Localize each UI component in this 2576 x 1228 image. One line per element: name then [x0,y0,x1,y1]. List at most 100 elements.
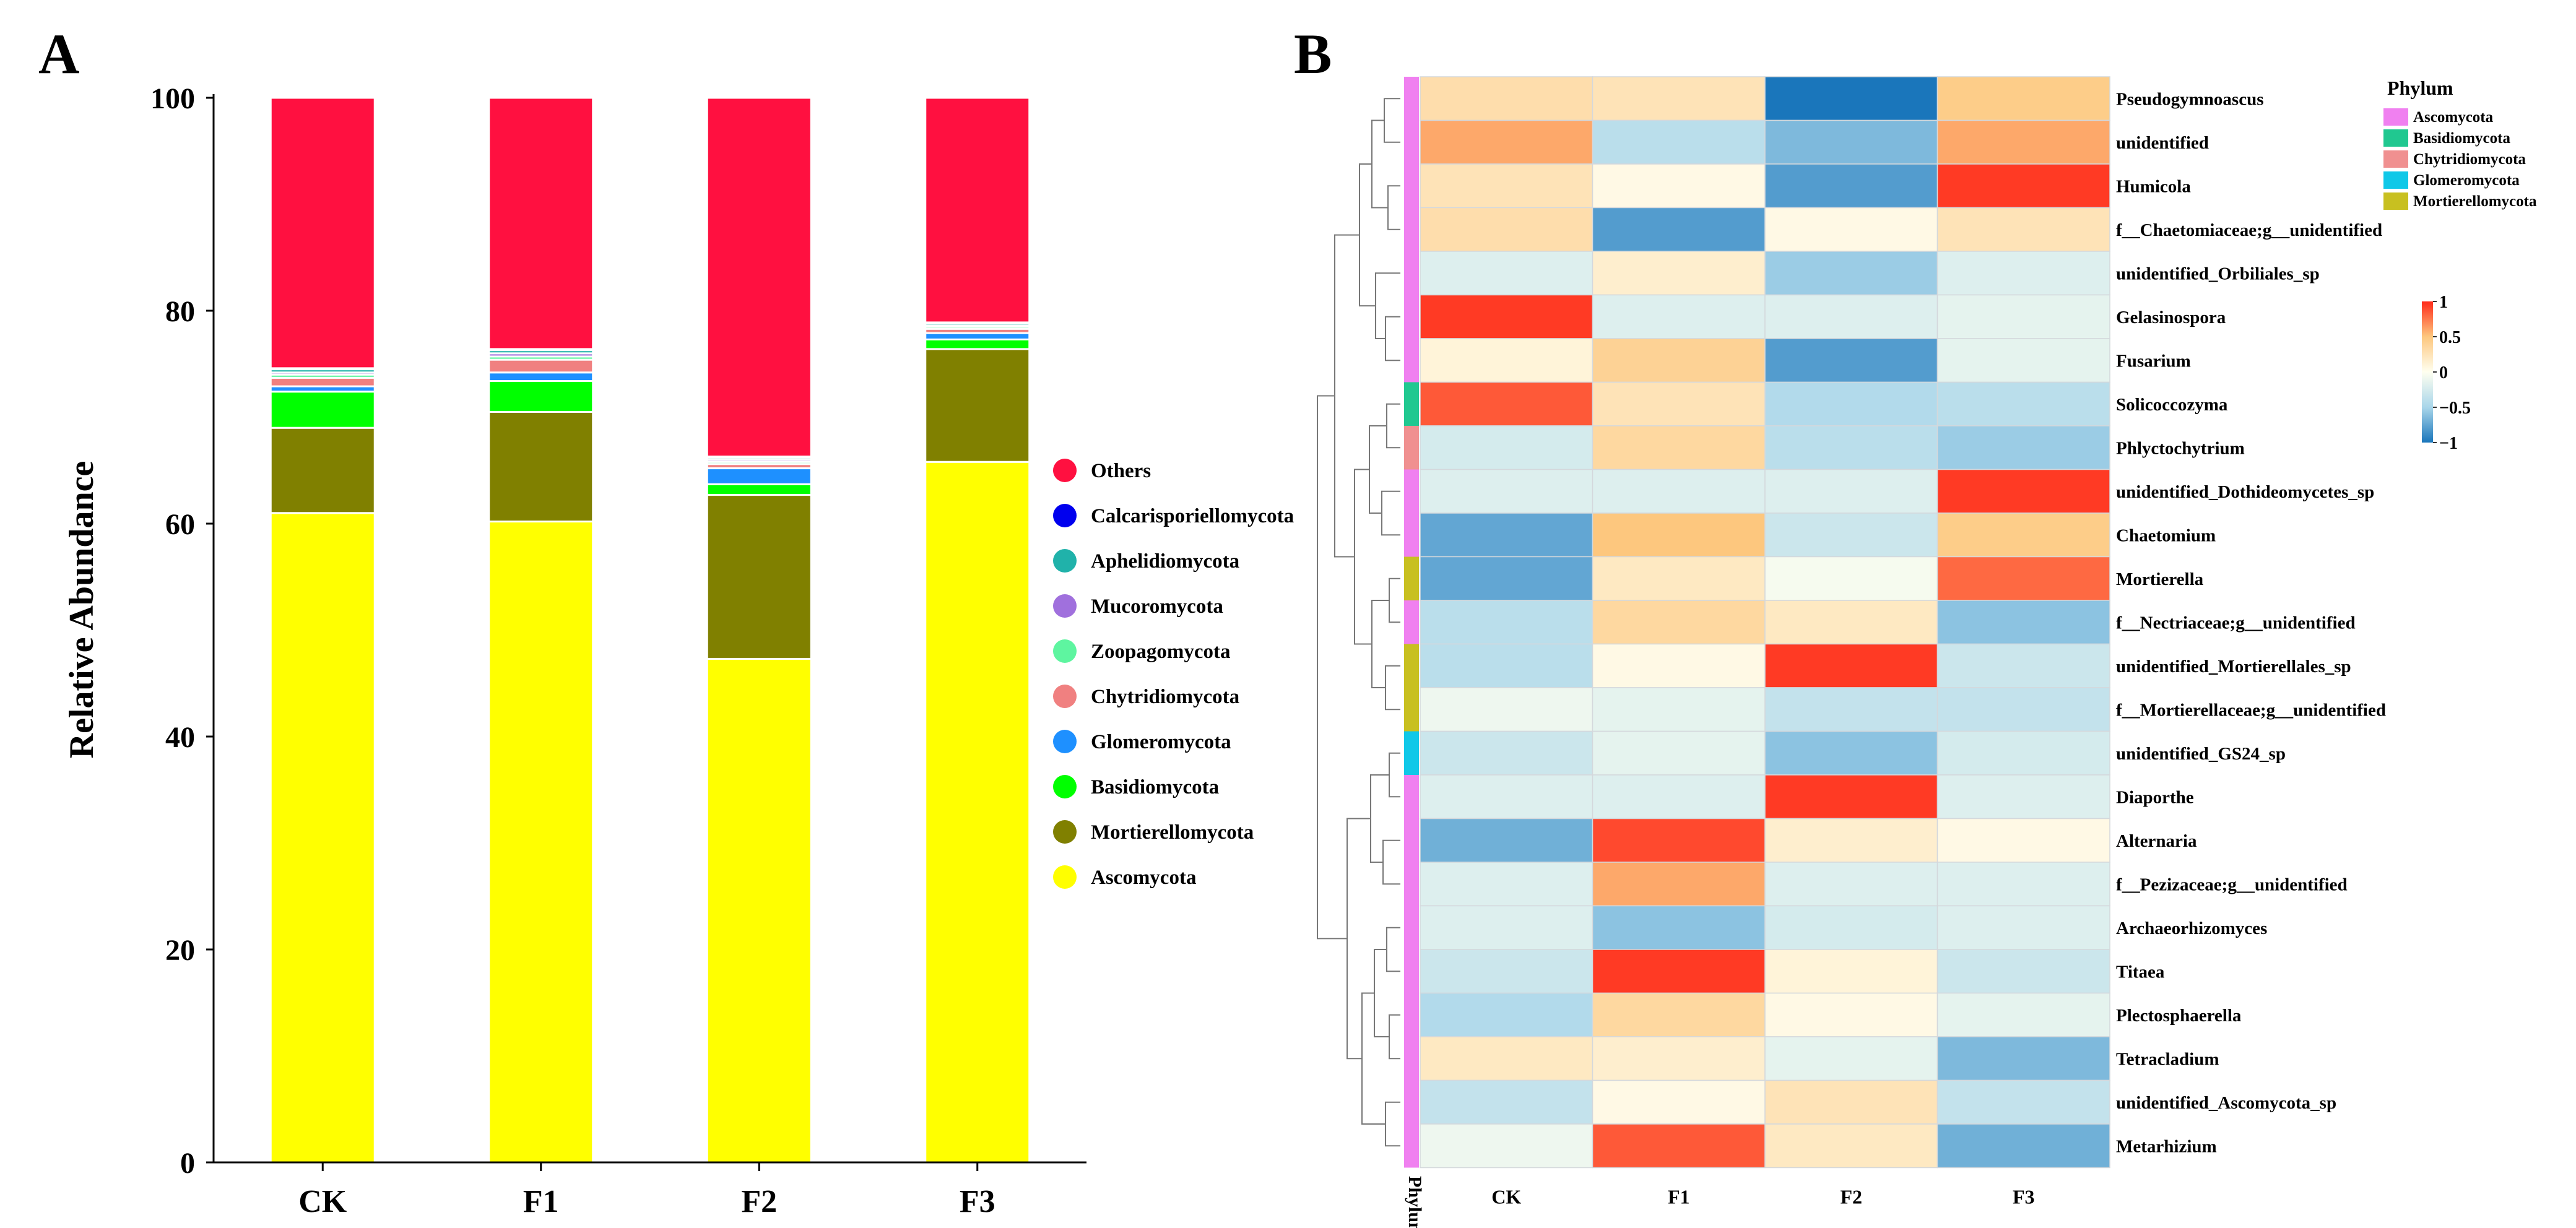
heatmap-cell-tetracladium-f2 [1764,1036,1938,1081]
heatmap-cell-unidentified-gs24-sp-f3 [1936,730,2110,776]
color-scale-label: −0.5 [2439,399,2471,418]
heatmap-cell-unidentified-dothideomycetes-sp-ck [1420,469,1594,514]
heatmap-cell-unidentified-gs24-sp-f1 [1592,730,1766,776]
heatmap-cell-titaea-ck [1420,949,1594,994]
legend-swatch-calcarisporiellomycota [1053,504,1077,527]
heatmap-cell-f-nectriaceae-g-unidentified-f1 [1592,600,1766,645]
panel-a-label: A [38,22,79,85]
row-label-gelasinospora: Gelasinospora [2116,308,2226,327]
bar-f1-chytridiomycota [488,358,594,374]
panel-b-label: B [1294,22,1332,85]
row-label-mortierella: Mortierella [2116,569,2204,589]
heatmap-cell-archaeorhizomyces-f1 [1592,905,1766,950]
heatmap-cell-phlyctochytrium-ck [1420,425,1594,470]
heatmap-cell-unidentified-mortierellales-sp-f3 [1936,643,2110,688]
row-label-unidentified-ascomycota-sp: unidentified_Ascomycota_sp [2116,1093,2336,1113]
heatmap-cell-humicola-f2 [1764,163,1938,209]
y-tick-label: 20 [165,934,195,967]
heatmap-cell-archaeorhizomyces-f2 [1764,905,1938,950]
color-scale-label: 0.5 [2439,328,2461,347]
legend-label-ascomycota: Ascomycota [1091,867,1196,889]
dendrogram-branch [1389,1014,1400,1060]
heatmap-cell-f-pezizaceae-g-unidentified-f1 [1592,862,1766,907]
heatmap-cell-unidentified-dothideomycetes-sp-f1 [1592,469,1766,514]
heatmap-cell-unidentified-f2 [1764,119,1938,165]
phylum-swatch-mortierellomycota [2383,192,2408,210]
phylum-cell-unidentified-dothideomycetes-sp [1404,469,1419,513]
phylum-cell-f-chaetomiaceae-g-unidentified [1404,207,1419,251]
legend-label-chytridiomycota: Chytridiomycota [1091,686,1239,708]
dendrogram-branch [1389,752,1400,798]
legend-swatch-ascomycota [1053,865,1077,889]
dendrogram-branch [1381,490,1400,536]
column-label-f1: F1 [1668,1186,1690,1208]
phylum-cell-unidentified-gs24-sp [1404,731,1419,775]
row-label-alternaria: Alternaria [2116,831,2197,851]
dendrogram-branch [1371,600,1389,688]
phylum-cell-unidentified [1404,120,1419,164]
dendrogram-branch [1347,818,1371,1060]
heatmap-cell-unidentified-mortierellales-sp-ck [1420,643,1594,688]
bar-f1-mortierellomycota [488,410,594,523]
bar-f3-glomeromycota [924,332,1031,340]
phylum-cell-mortierella [1404,556,1419,600]
heatmap-cell-unidentified-ascomycota-sp-f1 [1592,1079,1766,1125]
heatmap-cell-diaporthe-f2 [1764,774,1938,819]
heatmap-cell-f-chaetomiaceae-g-unidentified-ck [1420,207,1594,252]
dendrogram-branch [1389,577,1400,623]
heatmap-cell-pseudogymnoascus-f2 [1764,76,1938,121]
phylum-cell-f-mortierellaceae-g-unidentified [1404,688,1419,732]
heatmap-cell-plectosphaerella-f3 [1936,992,2110,1037]
phylum-cell-pseudogymnoascus [1404,77,1419,121]
bar-ck-basidiomycota [269,391,376,429]
legend-swatch-aphelidiomycota [1053,549,1077,573]
heatmap-cell-phlyctochytrium-f1 [1592,425,1766,470]
y-tick-label: 0 [180,1147,195,1180]
phylum-legend-title: Phylum [2387,77,2453,99]
phylum-annotation-strip [1404,77,1419,1168]
column-label-f3: F3 [2013,1186,2035,1208]
legend-swatch-mucoromycota [1053,594,1077,618]
bar-ck-chytridiomycota [269,376,376,387]
phylum-cell-metarhizium [1404,1124,1419,1168]
y-tick-label: 80 [165,295,195,328]
heatmap-cell-gelasinospora-f1 [1592,294,1766,339]
phylum-label-mortierellomycota: Mortierellomycota [2413,193,2537,210]
bar-chart-axes: 0 20 40 60 80 100 CK F1 F2 F3 [150,82,1086,1219]
heatmap-cell-diaporthe-f1 [1592,774,1766,819]
legend-swatch-others [1053,459,1077,482]
heatmap-cell-gelasinospora-ck [1420,294,1594,339]
heatmap-cell-humicola-f3 [1936,163,2110,209]
heatmap-cell-metarhizium-f2 [1764,1123,1938,1169]
heatmap-cell-alternaria-f2 [1764,818,1938,863]
heatmap-cell-plectosphaerella-ck [1420,992,1594,1037]
color-scale-legend: 1 0.5 0 −0.5 −1 [2422,293,2471,453]
heatmap-cell-f-nectriaceae-g-unidentified-ck [1420,600,1594,645]
column-label-ck: CK [1491,1186,1521,1208]
bar-f2-mortierellomycota [706,494,812,660]
dendrogram-branch [1370,774,1389,863]
heatmap-cell-f-pezizaceae-g-unidentified-ck [1420,862,1594,907]
legend-swatch-glomeromycota [1053,730,1077,753]
row-label-f-nectriaceae-g-unidentified: f__Nectriaceae;g__unidentified [2116,613,2356,633]
heatmap-cell-metarhizium-f3 [1936,1123,2110,1169]
heatmap-cell-alternaria-f3 [1936,818,2110,863]
phylum-cell-solicoccozyma [1404,382,1419,426]
heatmap-cell-unidentified-mortierellales-sp-f1 [1592,643,1766,688]
phylum-swatch-chytridiomycota [2383,150,2408,168]
heatmap-cell-f-mortierellaceae-g-unidentified-f3 [1936,687,2110,732]
heatmap-cell-alternaria-ck [1420,818,1594,863]
heatmap-cell-f-chaetomiaceae-g-unidentified-f1 [1592,207,1766,252]
legend-label-aphelidiomycota: Aphelidiomycota [1091,550,1239,573]
dendrogram-branch [1359,163,1376,307]
bar-ck-ascomycota [269,512,376,1164]
bar-f2-glomeromycota [706,467,812,485]
row-label-metarhizium: Metarhizium [2116,1136,2217,1156]
row-label-f-mortierellaceae-g-unidentified: f__Mortierellaceae;g__unidentified [2116,700,2386,720]
dendrogram-branch [1317,395,1347,940]
phylum-legend: Phylum Ascomycota Basidiomycota Chytridiom… [2383,77,2537,210]
row-label-unidentified: unidentified [2116,133,2209,153]
heatmap-cell-pseudogymnoascus-f1 [1592,76,1766,121]
phylum-cell-gelasinospora [1404,295,1419,339]
